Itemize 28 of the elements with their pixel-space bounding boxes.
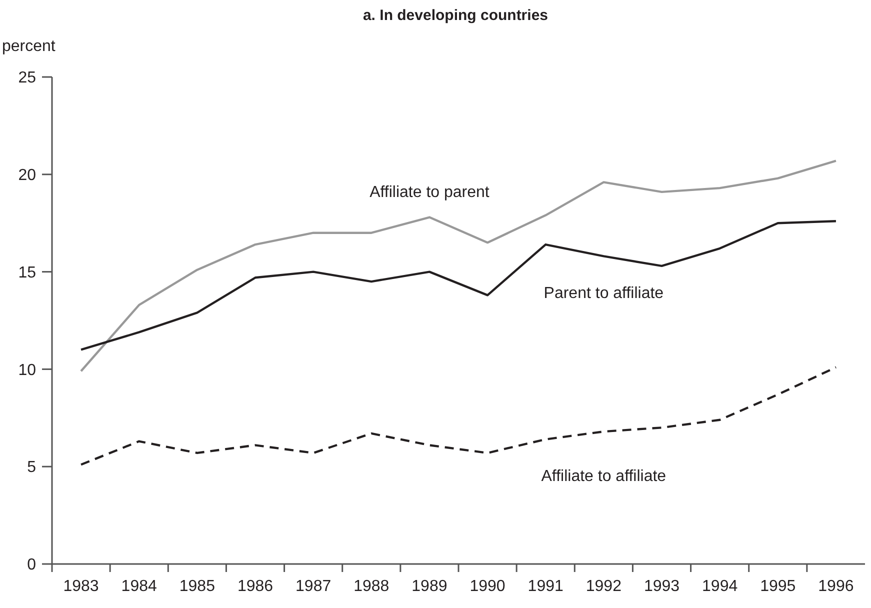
y-tick-label: 25 [18,70,36,87]
series-label: Affiliate to affiliate [541,468,666,486]
y-axis-title: percent [2,38,56,55]
y-tick-label: 10 [18,362,36,379]
y-tick-label: 5 [27,459,36,476]
series-label: Affiliate to parent [370,184,490,201]
x-tick-label: 1985 [179,578,216,595]
x-tick-label: 1983 [63,578,99,595]
x-tick-label: 1986 [237,578,274,595]
x-tick-label: 1990 [470,578,506,595]
line-series [80,160,838,372]
y-tick-label: 20 [18,167,36,184]
y-tick-label: 0 [27,556,36,574]
line-series [80,220,838,351]
x-tick-label: 1995 [760,578,796,595]
x-tick-label: 1994 [702,578,738,595]
line-series [80,366,838,466]
x-tick-label: 1991 [528,578,564,595]
x-tick-label: 1996 [818,578,854,595]
series-label: Parent to affiliate [544,284,664,302]
chart-title: a. In developing countries [362,7,548,24]
x-tick-label: 1992 [586,578,622,595]
x-tick-label: 1987 [296,578,332,595]
x-tick-label: 1993 [644,578,680,595]
x-tick-label: 1989 [412,578,448,595]
y-tick-label: 15 [18,264,36,282]
x-tick-label: 1984 [121,578,158,595]
x-tick-label: 1988 [354,578,390,595]
